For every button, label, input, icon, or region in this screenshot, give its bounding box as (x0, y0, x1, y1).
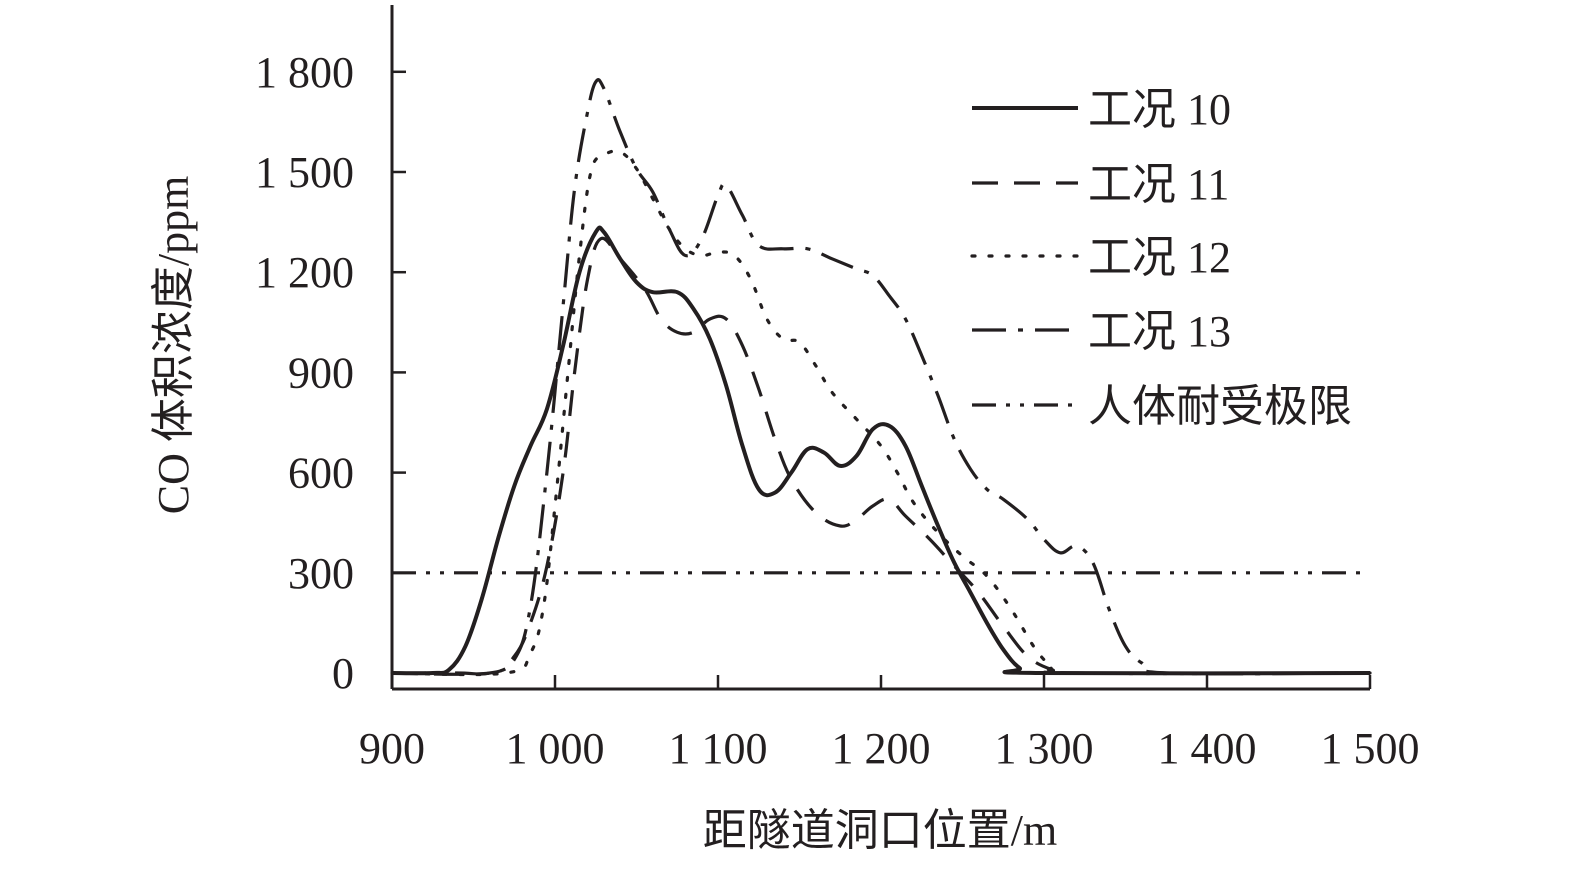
x-tick-label: 1 200 (832, 724, 931, 773)
ticks: 0 300 600 900 1 200 1 500 1 800 900 1 000 1 100 1 … (255, 48, 1420, 773)
legend-label-4: 工况 13 (1088, 307, 1231, 356)
x-tick-label: 1 100 (669, 724, 768, 773)
y-tick-label: 1 800 (255, 48, 354, 97)
x-axis-title: 距隧道洞口位置/m (703, 806, 1057, 855)
series-line-2 (391, 236, 1371, 676)
y-tick-label: 300 (288, 549, 354, 598)
y-tick-label: 600 (288, 449, 354, 498)
legend-label-2: 工况 11 (1088, 160, 1229, 209)
x-tick-label: 1 400 (1158, 724, 1257, 773)
x-tick-label: 1 000 (506, 724, 605, 773)
x-tick-label: 1 500 (1321, 724, 1420, 773)
legend-label-1: 工况 10 (1088, 85, 1231, 134)
series-line-1 (391, 225, 1371, 676)
y-tick-label: 1 200 (255, 248, 354, 297)
y-tick-label: 0 (332, 649, 354, 698)
series-line-4 (392, 78, 1371, 676)
y-tick-label: 900 (288, 348, 354, 397)
y-axis-title: CO 体积浓度/ppm (149, 176, 198, 515)
legend-label-5: 人体耐受极限 (1088, 382, 1352, 431)
x-tick-label: 1 300 (995, 724, 1094, 773)
x-tick-label: 900 (359, 724, 425, 773)
series-layer (390, 78, 1372, 677)
legend-label-3: 工况 12 (1088, 233, 1231, 282)
y-tick-label: 1 500 (255, 148, 354, 197)
legend: 工况 10 工况 11 工况 12 工况 13 人体耐受极限 (970, 85, 1352, 431)
